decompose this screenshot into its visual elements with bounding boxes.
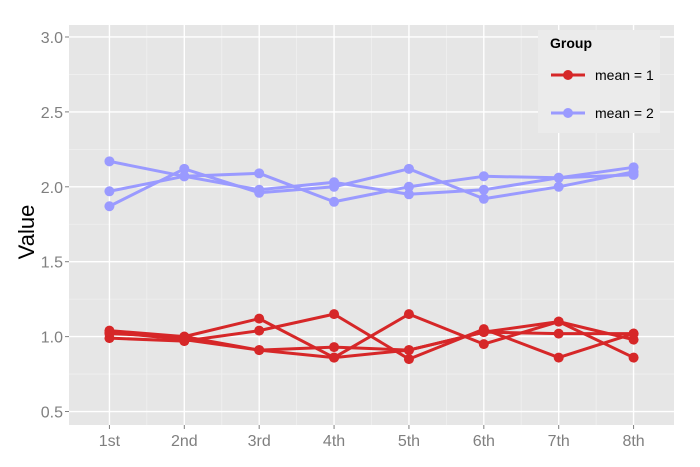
data-point: [254, 345, 265, 356]
data-point: [104, 327, 115, 338]
y-tick-label: 3.0: [41, 30, 63, 47]
data-point: [553, 316, 564, 327]
x-tick-label: 2nd: [171, 433, 198, 450]
y-axis-title: Value: [14, 205, 39, 260]
data-point: [403, 163, 414, 174]
data-point: [628, 166, 639, 177]
data-point: [403, 181, 414, 192]
data-point: [553, 181, 564, 192]
x-axis-ticks: 1st 2nd 3rd 4th 5th 6th 7th 8th: [99, 425, 645, 450]
series-line: [108, 167, 634, 208]
data-point: [403, 345, 414, 356]
legend-key-point: [563, 70, 573, 80]
legend-label: mean = 1: [595, 67, 654, 83]
data-point: [403, 189, 414, 200]
series-4: [104, 327, 639, 356]
series-line: [109, 159, 634, 204]
data-point: [553, 172, 564, 183]
data-point: [478, 171, 489, 182]
legend-key-point: [563, 108, 573, 118]
data-point: [104, 186, 115, 197]
legend-title: Group: [550, 35, 592, 51]
y-tick-label: 2.5: [41, 105, 63, 122]
data-point: [329, 352, 340, 363]
data-point: [254, 168, 265, 179]
data-point: [478, 193, 489, 204]
data-point: [179, 163, 190, 174]
data-point: [478, 339, 489, 350]
data-point: [104, 156, 115, 167]
data-point: [179, 334, 190, 345]
data-point: [403, 309, 414, 320]
x-tick-label: 3rd: [248, 433, 271, 450]
x-tick-label: 8th: [622, 433, 644, 450]
data-point: [628, 352, 639, 363]
data-point: [478, 327, 489, 338]
y-tick-label: 0.5: [41, 405, 63, 422]
series-lines: [104, 156, 639, 365]
data-point: [329, 196, 340, 207]
y-tick-label: 1.0: [41, 330, 63, 347]
data-point: [329, 342, 340, 353]
legend-background: [538, 30, 660, 133]
x-tick-label: 1st: [99, 433, 121, 450]
y-axis-ticks: 0.5 1.0 1.5 2.0 2.5 3.0: [41, 30, 69, 422]
data-point: [104, 201, 115, 212]
data-point: [553, 352, 564, 363]
x-tick-label: 4th: [323, 433, 345, 450]
data-point: [329, 181, 340, 192]
x-tick-label: 6th: [473, 433, 495, 450]
series-line: [109, 173, 634, 196]
series-7: [104, 163, 639, 212]
series-line: [109, 312, 635, 361]
data-point: [628, 328, 639, 339]
data-point: [179, 171, 190, 182]
x-tick-label: 7th: [548, 433, 570, 450]
legend: Group mean = 1 mean = 2: [538, 30, 660, 133]
series-line: [109, 330, 634, 352]
data-point: [254, 325, 265, 336]
legend-label: mean = 2: [595, 105, 654, 121]
y-tick-label: 1.5: [41, 255, 63, 272]
data-point: [254, 187, 265, 198]
data-point: [329, 309, 340, 320]
data-point: [403, 354, 414, 365]
series-6: [104, 169, 639, 200]
data-point: [553, 328, 564, 339]
data-point: [254, 313, 265, 324]
data-point: [478, 184, 489, 195]
x-tick-label: 5th: [398, 433, 420, 450]
y-tick-label: 2.0: [41, 180, 63, 197]
